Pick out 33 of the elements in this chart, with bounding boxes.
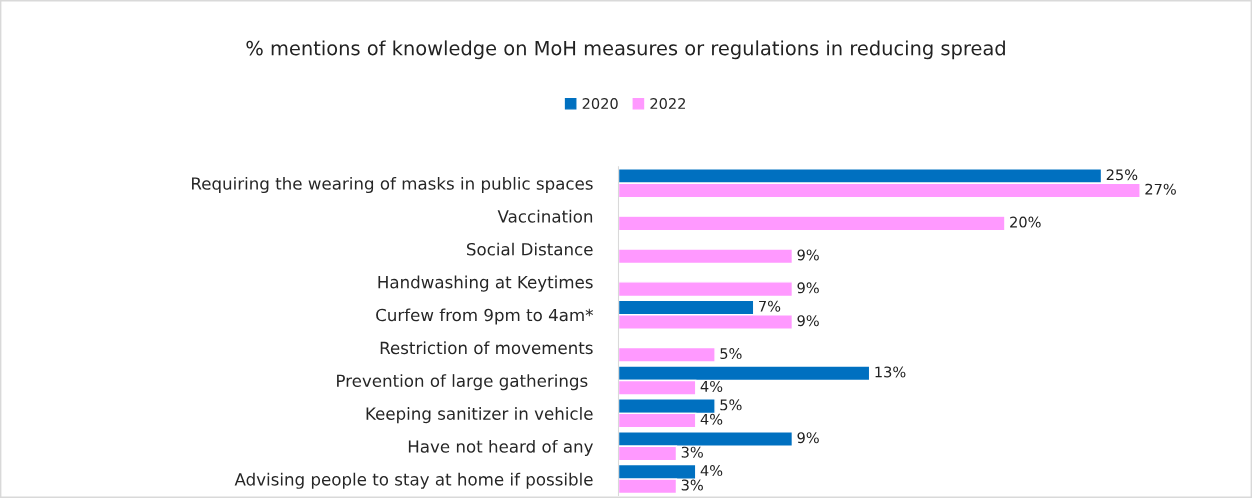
- y-tick-label: Social Distance: [467, 242, 593, 256]
- data-label: 3%: [681, 479, 703, 491]
- y-tick-label: Curfew from 9pm to 4am*: [376, 308, 593, 325]
- data-label: 20%: [1010, 216, 1041, 228]
- data-label: 5%: [720, 348, 742, 360]
- data-label: 4%: [700, 380, 723, 392]
- data-label: 4%: [700, 413, 723, 425]
- y-tick-label: Restriction of movements: [380, 341, 593, 355]
- bar: [618, 281, 794, 298]
- data-label: 9%: [797, 432, 819, 444]
- data-label: 5%: [720, 399, 742, 411]
- data-label: 13%: [875, 366, 906, 378]
- y-tick-label: Vaccination: [497, 209, 593, 223]
- y-tick-label: Advising people to stay at home if possible: [234, 472, 593, 489]
- bar: [618, 248, 794, 265]
- legend-label: 2022: [650, 98, 685, 110]
- data-label: 25%: [1106, 169, 1138, 181]
- chart-title: % mentions of knowledge on MoH measures or regulations in reducing spread: [246, 40, 1005, 60]
- data-label: 3%: [681, 446, 703, 458]
- data-label: 9%: [797, 315, 819, 327]
- legend-label: 2020: [582, 98, 618, 110]
- data-label: 27%: [1145, 183, 1176, 195]
- data-label: 7%: [759, 300, 781, 312]
- data-label: 4%: [700, 465, 723, 477]
- y-tick-label: Requiring the wearing of masks in public spaces: [192, 176, 593, 194]
- data-label: 9%: [797, 282, 819, 294]
- y-tick-label: Have not heard of any: [408, 439, 593, 457]
- bar: [618, 215, 1006, 232]
- data-label: 9%: [797, 249, 819, 261]
- y-tick-label: Handwashing at Keytimes: [378, 275, 593, 292]
- y-tick-label: Prevention of large gatherings: [337, 374, 588, 391]
- bar: [618, 346, 716, 363]
- y-tick-label: Keeping sanitizer in vehicle: [366, 407, 593, 424]
